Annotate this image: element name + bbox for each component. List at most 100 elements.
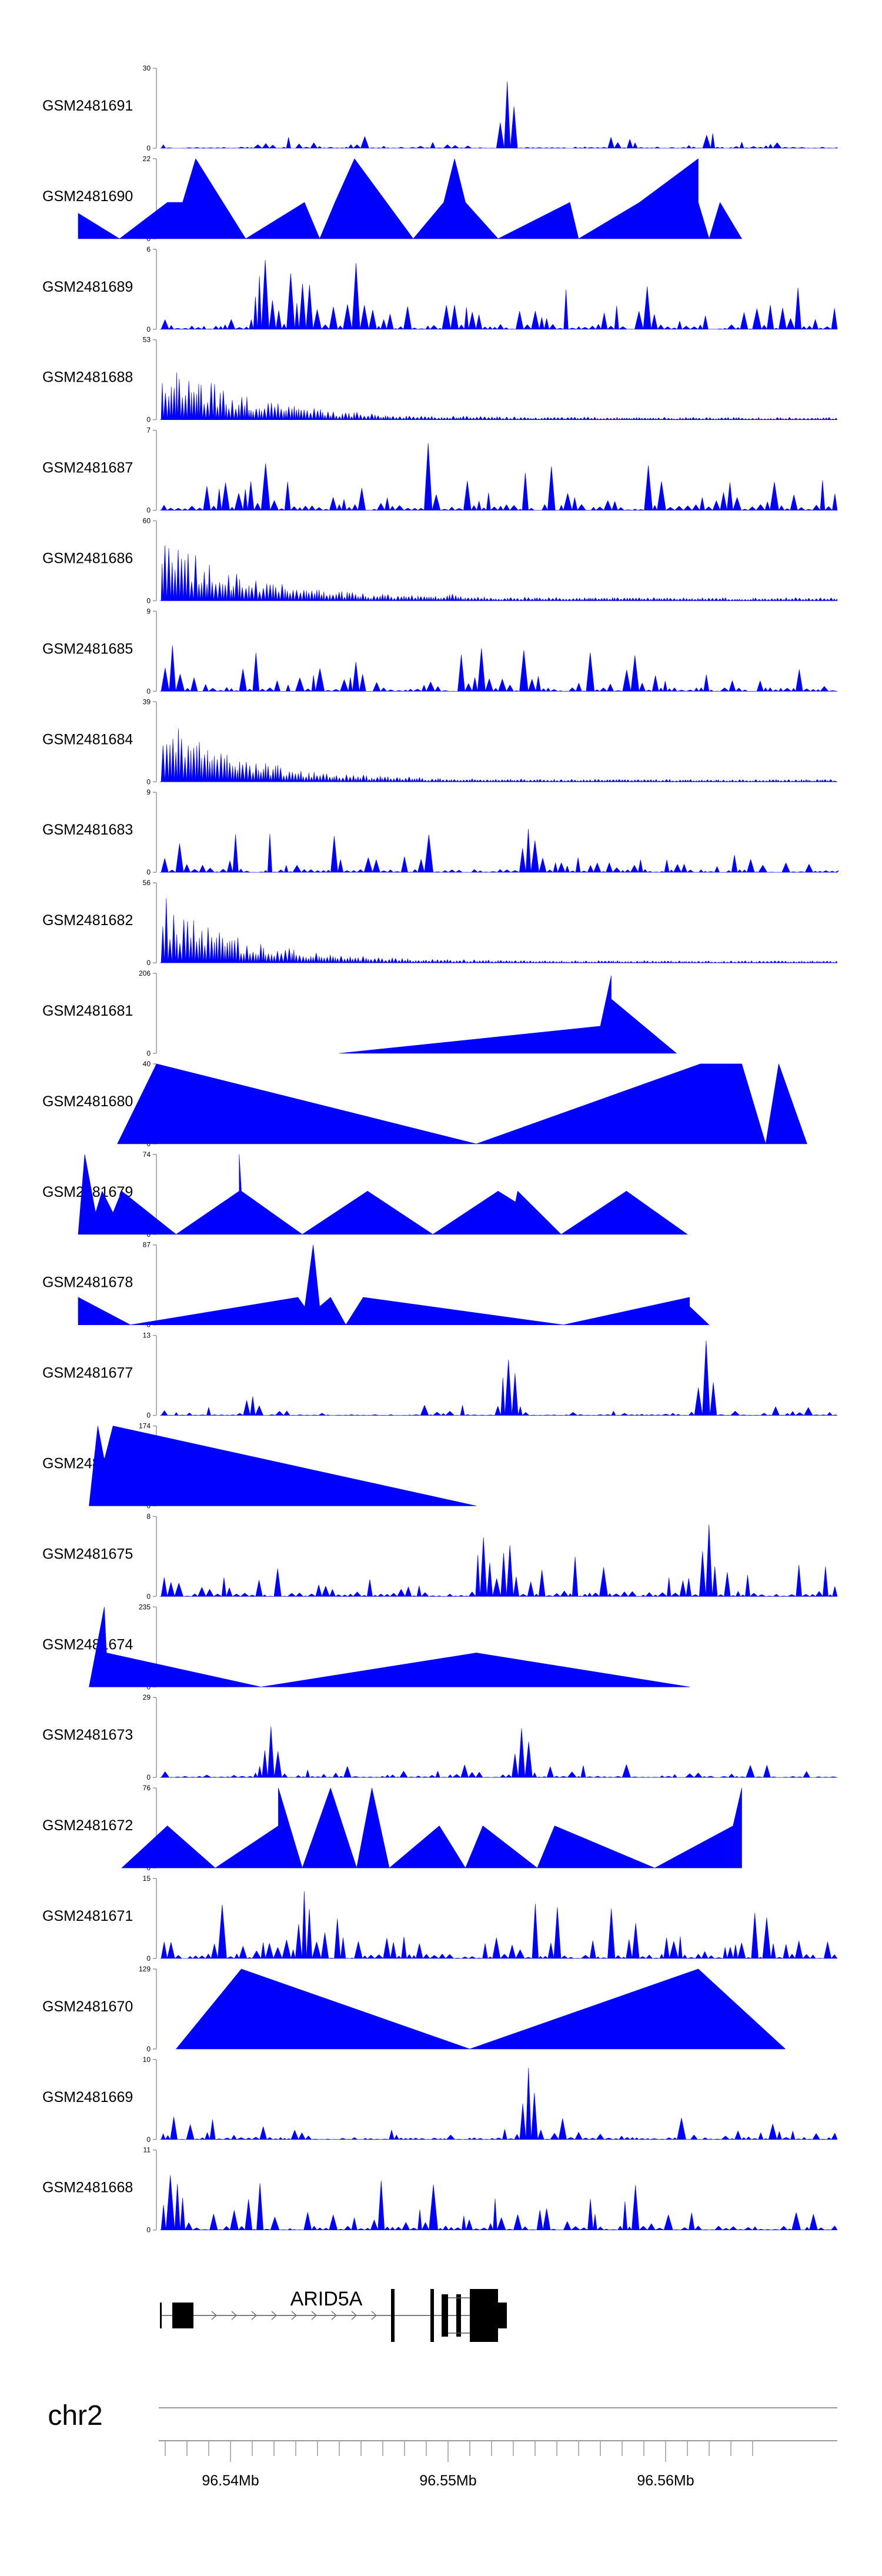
coverage-area: [159, 372, 838, 420]
coverage-area: [159, 545, 838, 601]
track-GSM2481684: GSM2481684 39 0: [42, 698, 838, 786]
y-min-label: 0: [146, 868, 151, 876]
y-max-label: 8: [146, 1512, 151, 1520]
track-label: GSM2481674: [42, 1636, 133, 1653]
coverage-area: [159, 645, 838, 692]
strand-arrow: [351, 2311, 358, 2320]
y-max-label: 29: [143, 1693, 151, 1701]
tracks: GSM2481691300GSM2481690220GSM248168960GS…: [42, 64, 839, 2234]
track-GSM2481672: GSM2481672760: [42, 1784, 742, 1872]
exon: [172, 2303, 193, 2328]
track-label: GSM2481672: [42, 1817, 133, 1834]
track-label: GSM2481682: [42, 912, 133, 929]
exon: [391, 2289, 395, 2342]
coverage-area: [159, 1726, 838, 1778]
track-label: GSM2481685: [42, 640, 133, 657]
exon: [498, 2303, 507, 2328]
track-label: GSM2481668: [42, 2180, 133, 2196]
y-max-label: 206: [139, 969, 151, 977]
y-max-label: 11: [143, 2146, 151, 2154]
coverage-area: [159, 443, 838, 510]
track-GSM2481669: GSM2481669 10 0: [42, 2056, 838, 2144]
coverage-area: [159, 898, 838, 963]
track-label: GSM2481669: [42, 2089, 133, 2105]
y-min-label: 0: [146, 2226, 151, 2234]
track-label: GSM2481691: [42, 98, 133, 114]
strand-arrow: [291, 2311, 298, 2320]
track-GSM2481670: GSM2481670 129 0: [42, 1965, 786, 2053]
coverage-area: [89, 1607, 690, 1687]
track-GSM2481687: GSM2481687 7 0: [42, 426, 838, 515]
coverage-area: [89, 1426, 477, 1506]
y-min-label: 0: [146, 144, 151, 152]
track-label: GSM2481680: [42, 1093, 133, 1110]
exon: [430, 2289, 434, 2342]
coverage-area: [339, 975, 677, 1054]
coverage-area: [159, 1340, 838, 1416]
track-label: GSM2481683: [42, 822, 133, 838]
track-label: GSM2481678: [42, 1274, 133, 1291]
coverage-area: [159, 1891, 838, 1959]
track-GSM2481689: GSM2481689 6 0: [42, 245, 838, 333]
strand-arrow: [231, 2311, 238, 2320]
strand-arrow: [311, 2311, 318, 2320]
y-max-label: 60: [143, 517, 151, 525]
coverage-area: [159, 1524, 838, 1597]
y-max-label: 10: [143, 2056, 151, 2064]
track-GSM2481685: GSM2481685 9 0: [42, 607, 838, 695]
track-GSM2481668: GSM2481668 11 0: [42, 2146, 838, 2234]
y-max-label: 22: [143, 155, 151, 163]
chromosome-axis: chr2 96.54Mb 96.55Mb 96.56Mb: [48, 2400, 837, 2489]
track-GSM2481671: GSM2481671 15 0: [42, 1874, 838, 1963]
track-label: GSM2481673: [42, 1727, 133, 1743]
coverage-area: [121, 1787, 742, 1868]
axis-tick-label-96.54: 96.54Mb: [202, 2472, 259, 2489]
y-max-label: 39: [143, 698, 151, 706]
strand-arrow: [331, 2311, 338, 2320]
y-max-label: 30: [143, 64, 151, 72]
track-label: GSM2481689: [42, 279, 133, 295]
y-max-label: 76: [143, 1784, 151, 1792]
track-GSM2481688: GSM2481688 53 0: [42, 336, 838, 424]
chromosome-label: chr2: [48, 2400, 102, 2431]
track-label: GSM2481670: [42, 1998, 133, 2015]
track-GSM2481686: GSM2481686 60 0: [42, 517, 838, 605]
track-GSM2481679: GSM2481679740: [42, 1150, 688, 1239]
axis-tick-label-96.56: 96.56Mb: [637, 2472, 694, 2489]
track-GSM2481691: GSM2481691 30 0: [42, 64, 838, 152]
y-min-label: 0: [146, 959, 151, 967]
y-min-label: 0: [146, 1049, 151, 1057]
y-max-label: 235: [139, 1603, 151, 1611]
y-min-label: 0: [146, 597, 151, 605]
y-max-label: 9: [146, 788, 151, 796]
track-GSM2481676: GSM24816761740: [42, 1422, 477, 1510]
y-min-label: 0: [146, 506, 151, 515]
track-label: GSM2481684: [42, 731, 133, 748]
gene-annotation: ARID5A: [160, 2288, 507, 2342]
track-label: GSM2481687: [42, 460, 133, 476]
axis-tick-label-96.55: 96.55Mb: [419, 2472, 476, 2489]
track-GSM2481678: GSM2481678870: [42, 1241, 710, 1329]
coverage-area: [117, 1063, 807, 1144]
coverage-area: [159, 2175, 838, 2230]
coverage-area: [159, 259, 838, 330]
y-max-label: 15: [143, 1874, 151, 1883]
exon: [470, 2289, 498, 2342]
track-label: GSM2481688: [42, 369, 133, 386]
y-max-label: 74: [143, 1150, 151, 1159]
coverage-area: [159, 81, 838, 149]
track-GSM2481690: GSM2481690220: [42, 155, 742, 243]
coverage-area: [159, 2067, 838, 2140]
y-max-label: 13: [143, 1332, 151, 1340]
strand-arrow: [271, 2311, 278, 2320]
exon: [456, 2294, 461, 2337]
track-GSM2481673: GSM2481673 29 0: [42, 1693, 838, 1781]
strand-arrow: [251, 2311, 258, 2320]
coverage-area: [78, 1154, 688, 1235]
y-min-label: 0: [146, 2045, 151, 2053]
y-min-label: 0: [146, 687, 151, 695]
coverage-area: [78, 1244, 710, 1325]
y-min-label: 0: [146, 416, 151, 424]
y-max-label: 9: [146, 607, 151, 615]
